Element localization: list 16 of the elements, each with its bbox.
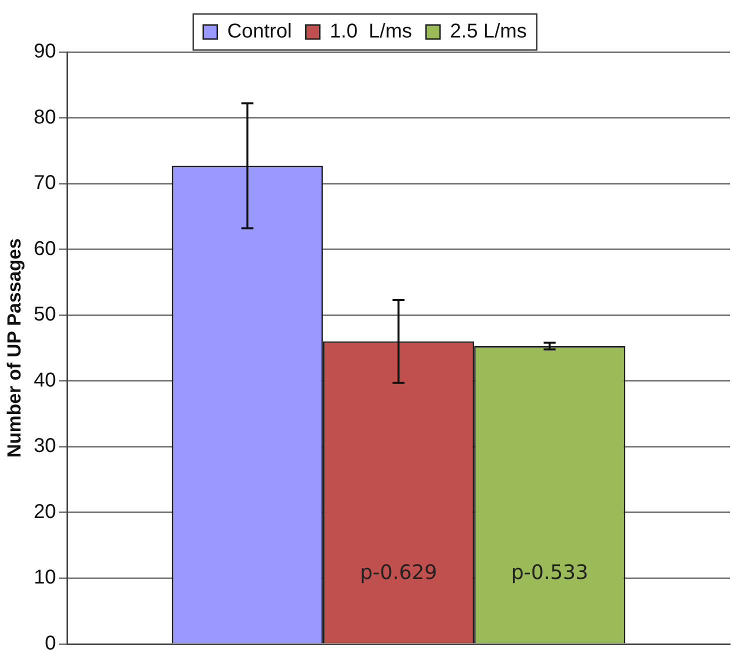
y-tick-label: 80: [34, 106, 56, 128]
y-tick-label: 30: [34, 435, 56, 458]
y-axis-title: Number of UP Passages: [4, 238, 26, 458]
y-tick-label: 60: [34, 238, 56, 260]
y-tick-label: 90: [34, 40, 56, 63]
y-tick-label: 10: [34, 566, 56, 589]
annotation: p-0.533: [511, 560, 588, 584]
y-tick-label: 50: [34, 304, 56, 326]
y-tick-label: 40: [34, 369, 56, 392]
annotation: p-0.629: [360, 560, 438, 584]
legend-label: 2.5 L/ms: [450, 20, 527, 43]
y-tick-label: 0: [44, 632, 56, 655]
y-tick-label: 70: [34, 172, 56, 194]
legend-label: Control: [227, 20, 292, 43]
legend-label: 1.0 L/ms: [330, 20, 412, 43]
y-tick-label: 20: [34, 500, 56, 523]
